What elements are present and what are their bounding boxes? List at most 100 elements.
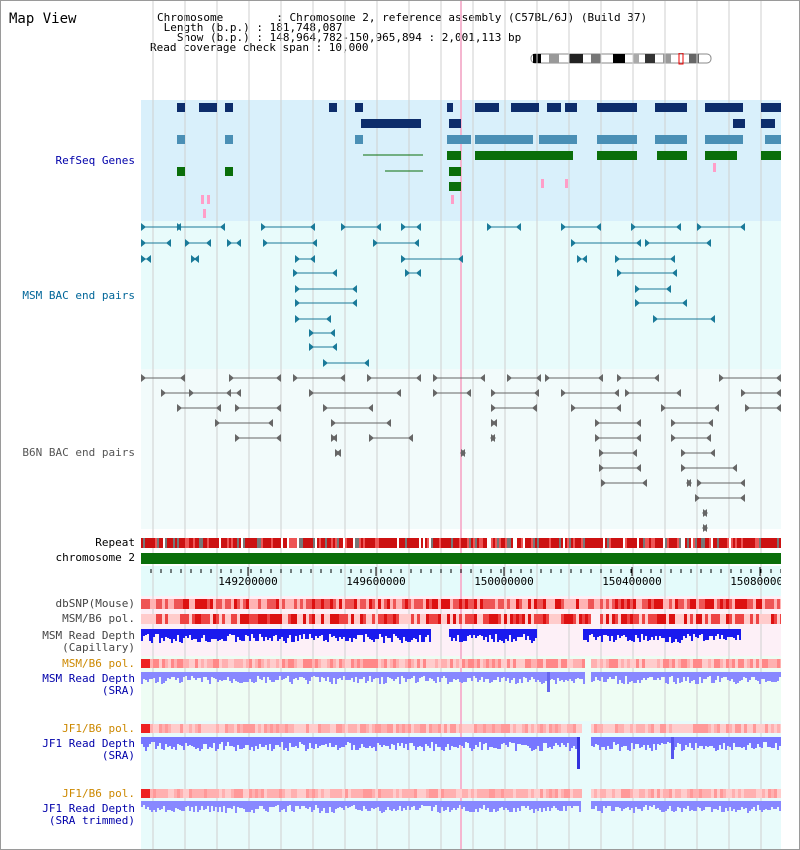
- depth-bar: [769, 737, 771, 747]
- track-label-refseq[interactable]: RefSeq Genes: [55, 154, 135, 167]
- heat-cell: [732, 789, 735, 798]
- depth-bar: [399, 737, 401, 746]
- heat-cell: [216, 614, 219, 624]
- heat-cell: [651, 724, 654, 733]
- msm-bac-end: [682, 299, 687, 307]
- depth-bar: [469, 801, 471, 812]
- depth-bar: [513, 629, 515, 639]
- heat-cell: [744, 599, 747, 609]
- repeat-segment: [305, 538, 307, 548]
- depth-bar: [713, 672, 715, 683]
- chromosome-ideogram[interactable]: [529, 53, 715, 65]
- track-label-jf1-read-depth-sra: JF1 Read Depth (SRA): [42, 737, 135, 762]
- depth-bar: [515, 629, 517, 641]
- depth-bar: [415, 672, 417, 683]
- depth-bar: [419, 629, 421, 635]
- repeat-segment: [375, 538, 377, 548]
- depth-bar: [591, 737, 593, 746]
- depth-bar: [175, 629, 177, 641]
- depth-bar: [699, 672, 701, 677]
- repeat-segment: [565, 538, 567, 548]
- heat-cell: [213, 724, 216, 733]
- depth-bar: [647, 737, 649, 745]
- track-label-msm-bac[interactable]: MSM BAC end pairs: [22, 289, 135, 302]
- b6n-bac-end: [598, 374, 603, 382]
- heat-cell: [567, 659, 570, 668]
- heat-cell: [168, 724, 171, 733]
- depth-bar: [681, 737, 683, 751]
- repeat-segment: [583, 538, 585, 548]
- heat-cell: [324, 789, 327, 798]
- depth-bar: [529, 801, 531, 810]
- heat-cell: [540, 724, 543, 733]
- depth-bar: [489, 629, 491, 635]
- heat-cell: [648, 789, 651, 798]
- depth-bar: [645, 737, 647, 750]
- depth-bar: [473, 672, 475, 676]
- heat-cell: [693, 614, 696, 624]
- depth-bar: [701, 629, 703, 634]
- repeat-segment: [199, 538, 201, 548]
- depth-bar: [405, 672, 407, 682]
- depth-bar: [565, 672, 567, 680]
- depth-bar: [507, 801, 509, 810]
- repeat-segment: [557, 538, 559, 548]
- heat-cell: [492, 724, 495, 733]
- track-label-b6n-bac[interactable]: B6N BAC end pairs: [22, 446, 135, 459]
- heat-cell: [489, 659, 492, 668]
- heat-cell: [252, 659, 255, 668]
- msm-bac-end: [263, 239, 268, 247]
- depth-bar: [635, 737, 637, 744]
- repeat-segment: [479, 538, 481, 548]
- depth-bar: [751, 737, 753, 748]
- heat-cell: [198, 614, 201, 624]
- depth-bar: [449, 629, 451, 637]
- depth-bar: [715, 672, 717, 680]
- depth-bar: [157, 801, 159, 808]
- heat-cell: [513, 599, 516, 609]
- heat-cell: [774, 599, 777, 609]
- depth-bar: [465, 629, 467, 641]
- heat-cell: [762, 599, 765, 609]
- heat-cell: [660, 724, 663, 733]
- depth-bar: [515, 801, 517, 812]
- depth-bar: [605, 672, 607, 682]
- heat-cell: [411, 614, 414, 624]
- repeat-segment: [463, 538, 465, 548]
- heat-cell: [171, 724, 174, 733]
- repeat-segment: [599, 538, 601, 548]
- msm-bac-end: [206, 239, 211, 247]
- heat-cell: [636, 599, 639, 609]
- depth-bar: [521, 629, 523, 637]
- heat-cell: [249, 789, 252, 798]
- depth-bar: [425, 629, 427, 637]
- depth-bar: [741, 737, 743, 748]
- repeat-segment: [469, 538, 471, 548]
- heat-cell: [198, 599, 201, 609]
- heat-cell: [459, 724, 462, 733]
- heat-cell: [534, 614, 537, 624]
- depth-bar: [257, 629, 259, 641]
- depth-bar: [579, 801, 581, 812]
- depth-bar: [305, 737, 307, 751]
- heat-cell: [198, 724, 201, 733]
- heat-cell: [306, 659, 309, 668]
- heat-cell: [564, 724, 567, 733]
- heat-cell: [570, 614, 573, 624]
- repeat-segment: [293, 538, 295, 548]
- depth-bar: [429, 801, 431, 806]
- depth-bar: [295, 737, 297, 746]
- heat-cell: [255, 659, 258, 668]
- depth-bar: [339, 672, 341, 678]
- depth-bar: [469, 629, 471, 635]
- depth-bar: [149, 629, 151, 641]
- heat-cell: [381, 599, 384, 609]
- depth-bar: [525, 629, 527, 640]
- depth-bar: [245, 801, 247, 812]
- repeat-segment: [767, 538, 769, 548]
- depth-bar: [531, 737, 533, 751]
- depth-bar: [681, 672, 683, 682]
- b6n-bac-end: [661, 404, 666, 412]
- heat-cell: [552, 614, 555, 624]
- depth-bar: [725, 672, 727, 677]
